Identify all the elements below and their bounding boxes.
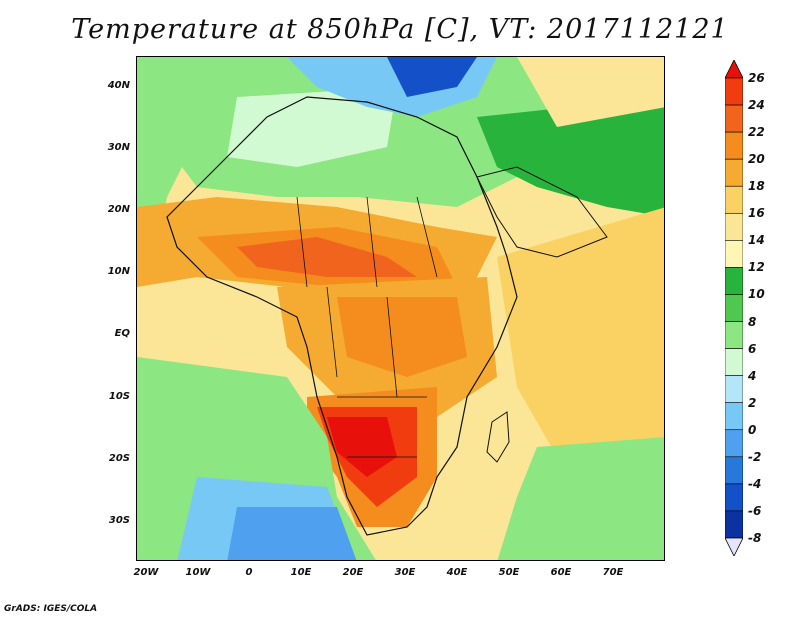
region-middle-east — [517, 57, 664, 127]
colorbar-label: 8 — [748, 314, 757, 329]
colorbar-swatch — [725, 510, 743, 539]
colorbar-label: -8 — [748, 531, 762, 545]
lon-label-20w: 20W — [133, 567, 159, 578]
lon-label-40e: 40E — [446, 567, 468, 578]
colorbar-swatch — [725, 402, 743, 431]
colorbar-swatch — [725, 131, 743, 160]
colorbar-label: 22 — [748, 125, 765, 140]
region-southern-africa-hot — [327, 417, 397, 477]
lon-label-10e: 10E — [290, 567, 312, 578]
colorbar-label: 24 — [748, 98, 765, 113]
colorbar-swatch — [725, 348, 743, 376]
colorbar-label: 12 — [748, 260, 765, 275]
chart-title: Temperature at 850hPa [C], VT: 201711212… — [71, 14, 729, 45]
region-sahara-cool — [227, 87, 397, 167]
colorbar-swatch — [725, 104, 743, 133]
colorbar-bottom-arrow — [725, 537, 743, 556]
colorbar-label: 10 — [748, 287, 765, 302]
region-south-indian-ocean — [497, 437, 664, 560]
colorbar — [725, 60, 743, 556]
region-sahel-hot — [237, 237, 417, 277]
lon-label-60e: 60E — [550, 567, 572, 578]
lon-label-20e: 20E — [342, 567, 364, 578]
colorbar-swatch — [725, 212, 743, 241]
temperature-map — [137, 57, 664, 560]
lat-label-20s: 20S — [108, 453, 130, 464]
colorbar-label: 14 — [748, 233, 765, 248]
colorbar-label: 4 — [748, 368, 757, 383]
colorbar-swatch — [725, 267, 743, 295]
lat-label-10s: 10S — [108, 391, 130, 402]
colorbar-swatch — [725, 158, 743, 187]
lat-label-10n: 10N — [107, 266, 130, 277]
colorbar-label: 18 — [748, 179, 765, 194]
colorbar-top-arrow — [725, 60, 743, 79]
region-central-warm — [337, 297, 467, 377]
colorbar-swatch — [725, 483, 743, 512]
lat-label-40n: 40N — [107, 80, 130, 91]
lat-label-30s: 30S — [108, 515, 130, 526]
colorbar-swatch — [725, 456, 743, 485]
country-borders — [296, 196, 438, 458]
arabia-outline — [476, 166, 608, 258]
lat-label-20n: 20N — [107, 204, 130, 215]
colorbar-label: 2 — [748, 395, 757, 410]
region-south-atlantic — [227, 507, 357, 560]
colorbar-swatch — [725, 429, 743, 458]
colorbar-label: -6 — [748, 503, 762, 518]
map-plot-area — [136, 56, 665, 561]
colorbar-label: -4 — [748, 476, 762, 491]
lon-label-10w: 10W — [185, 567, 211, 578]
lon-label-30e: 30E — [394, 567, 416, 578]
lon-label-0: 0 — [245, 567, 253, 578]
colorbar-label: -2 — [748, 449, 762, 464]
colorbar-label: 16 — [748, 206, 765, 221]
colorbar-swatch — [725, 321, 743, 349]
region-indian-ocean — [497, 207, 664, 457]
colorbar-label: 0 — [748, 422, 757, 437]
colorbar-swatch — [725, 294, 743, 322]
lat-label-30n: 30N — [107, 142, 130, 153]
region-mediterranean — [387, 57, 477, 97]
africa-coastline — [166, 96, 518, 536]
colorbar-swatch — [725, 240, 743, 268]
lon-label-70e: 70E — [602, 567, 624, 578]
colorbar-label: 26 — [748, 71, 765, 85]
colorbar-label: 20 — [748, 152, 765, 167]
lon-label-50e: 50E — [498, 567, 520, 578]
region-arabia — [477, 97, 664, 217]
colorbar-label: 6 — [748, 341, 757, 356]
credit-text: GrADS: IGES/COLA — [4, 604, 98, 614]
colorbar-swatch — [725, 185, 743, 214]
colorbar-swatch — [725, 77, 743, 106]
madagascar-outline — [486, 411, 510, 463]
lat-label-eq: EQ — [114, 328, 130, 339]
colorbar-swatch — [725, 375, 743, 404]
